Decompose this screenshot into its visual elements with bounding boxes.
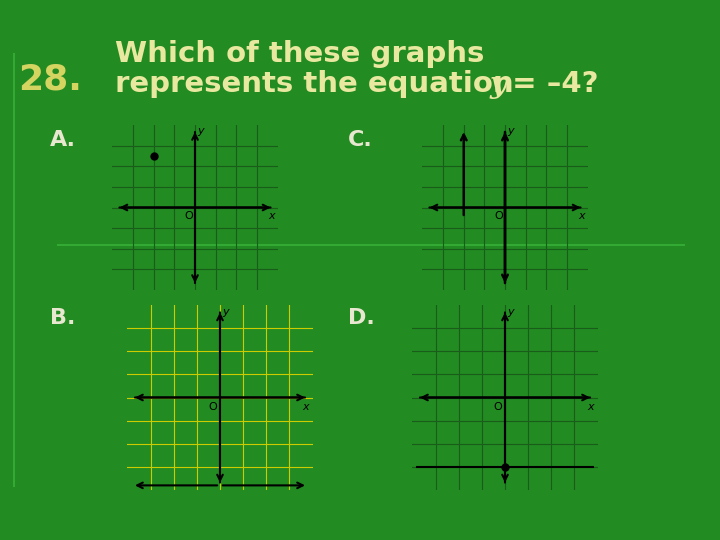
- Text: O: O: [494, 402, 503, 411]
- Text: D.: D.: [348, 308, 374, 328]
- Text: A.: A.: [50, 130, 76, 150]
- Text: x: x: [268, 211, 274, 221]
- Text: y: y: [507, 126, 513, 136]
- Text: Which of these graphs: Which of these graphs: [115, 40, 485, 68]
- Text: x: x: [302, 402, 309, 411]
- Text: O: O: [184, 211, 193, 221]
- Text: y: y: [222, 307, 229, 317]
- Text: y: y: [508, 307, 514, 317]
- Text: O: O: [495, 211, 503, 221]
- Text: C.: C.: [348, 130, 373, 150]
- Text: B.: B.: [50, 308, 76, 328]
- Text: O: O: [209, 402, 217, 411]
- Text: x: x: [578, 211, 585, 221]
- Text: y: y: [490, 70, 507, 99]
- Text: represents the equation: represents the equation: [115, 70, 523, 98]
- Text: = –4?: = –4?: [502, 70, 598, 98]
- Text: y: y: [197, 126, 204, 136]
- Text: x: x: [588, 402, 594, 411]
- Text: 28.: 28.: [18, 62, 82, 96]
